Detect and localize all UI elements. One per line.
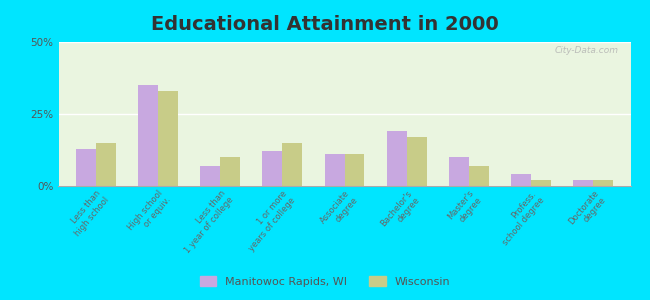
Bar [220, 157, 240, 186]
Bar [449, 157, 469, 186]
Bar [387, 131, 407, 186]
Bar [531, 180, 551, 186]
Bar [282, 143, 302, 186]
Text: City-Data.com: City-Data.com [555, 46, 619, 55]
Bar [511, 175, 531, 186]
Bar [158, 91, 178, 186]
Bar [76, 148, 96, 186]
Bar [573, 180, 593, 186]
Bar [138, 85, 158, 186]
Text: Educational Attainment in 2000: Educational Attainment in 2000 [151, 15, 499, 34]
Bar [96, 143, 116, 186]
Bar [200, 166, 220, 186]
Bar [469, 166, 489, 186]
Legend: Manitowoc Rapids, WI, Wisconsin: Manitowoc Rapids, WI, Wisconsin [195, 272, 455, 291]
Bar [263, 152, 282, 186]
Bar [407, 137, 426, 186]
Bar [593, 180, 613, 186]
Bar [344, 154, 365, 186]
Bar [324, 154, 345, 186]
